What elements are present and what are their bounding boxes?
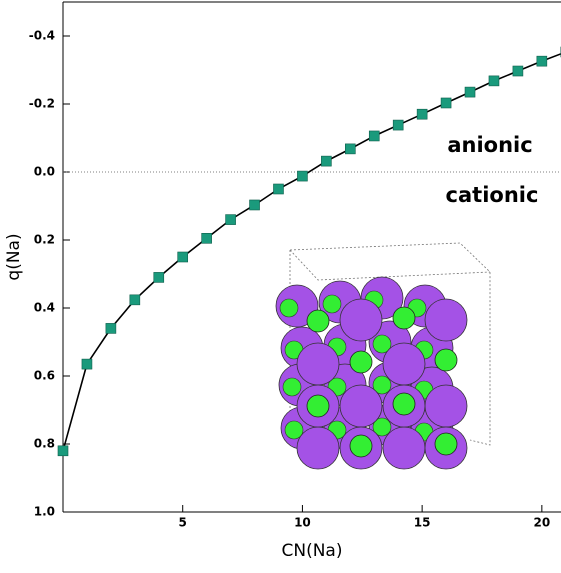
atom xyxy=(393,307,415,329)
data-point xyxy=(297,171,307,181)
atom xyxy=(307,310,329,332)
atom xyxy=(393,393,415,415)
x-tick-label: 5 xyxy=(179,516,187,530)
x-axis-label: CN(Na) xyxy=(282,541,343,561)
y-tick-label: 0.0 xyxy=(34,165,55,179)
y-tick-label: -0.4 xyxy=(29,29,55,43)
atom xyxy=(340,385,382,427)
data-point xyxy=(226,215,236,225)
y-tick-label: 0.8 xyxy=(34,437,55,451)
atom xyxy=(297,427,339,469)
data-point xyxy=(465,87,475,97)
atom xyxy=(283,378,301,396)
atom xyxy=(307,395,329,417)
y-tick-label: 0.6 xyxy=(34,369,55,383)
data-point xyxy=(178,252,188,262)
crystal-structure-inset xyxy=(276,243,490,469)
atom xyxy=(425,385,467,427)
annotation: cationic xyxy=(446,183,539,207)
data-point xyxy=(273,184,283,194)
atom xyxy=(425,299,467,341)
y-tick-label: -0.2 xyxy=(29,97,55,111)
atom xyxy=(350,435,372,457)
atom xyxy=(383,343,425,385)
data-point xyxy=(106,323,116,333)
data-point xyxy=(441,98,451,108)
data-point xyxy=(537,56,547,66)
atom xyxy=(280,299,298,317)
atom xyxy=(435,349,457,371)
data-point xyxy=(130,295,140,305)
atom xyxy=(340,299,382,341)
annotation: anionic xyxy=(447,133,532,157)
data-point xyxy=(154,272,164,282)
atom xyxy=(323,295,341,313)
data-point xyxy=(202,233,212,243)
atom xyxy=(297,343,339,385)
x-tick-label: 20 xyxy=(533,516,550,530)
y-tick-label: 0.2 xyxy=(34,233,55,247)
y-tick-label: 1.0 xyxy=(34,505,55,519)
data-point xyxy=(417,109,427,119)
data-point xyxy=(489,76,499,86)
data-point xyxy=(345,144,355,154)
atom xyxy=(435,433,457,455)
atom xyxy=(383,427,425,469)
y-axis-label: q(Na) xyxy=(4,233,24,280)
y-tick-label: 0.4 xyxy=(34,301,55,315)
atom xyxy=(350,351,372,373)
data-point xyxy=(321,156,331,166)
data-point xyxy=(393,120,403,130)
data-point xyxy=(513,66,523,76)
data-point xyxy=(58,446,68,456)
data-point xyxy=(82,359,92,369)
data-point xyxy=(369,131,379,141)
x-tick-label: 15 xyxy=(414,516,431,530)
cell-outline xyxy=(290,250,490,280)
data-point xyxy=(250,200,260,210)
x-tick-label: 10 xyxy=(294,516,311,530)
